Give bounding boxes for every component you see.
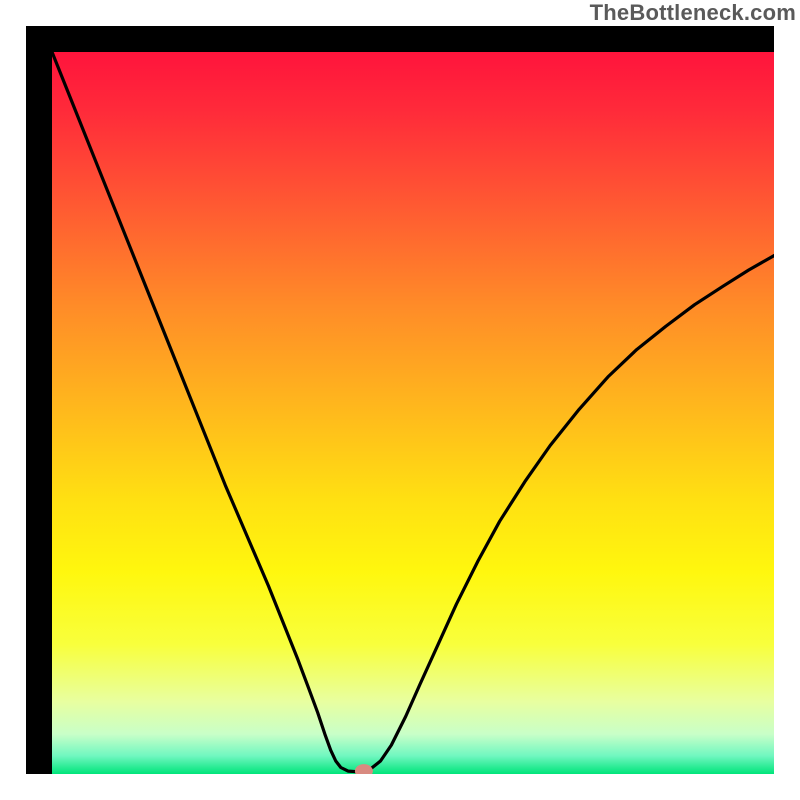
plot-background (52, 52, 774, 774)
optimal-point-marker (355, 764, 373, 778)
attribution-label: TheBottleneck.com (590, 0, 796, 26)
bottleneck-chart (0, 0, 800, 800)
chart-frame: TheBottleneck.com (0, 0, 800, 800)
